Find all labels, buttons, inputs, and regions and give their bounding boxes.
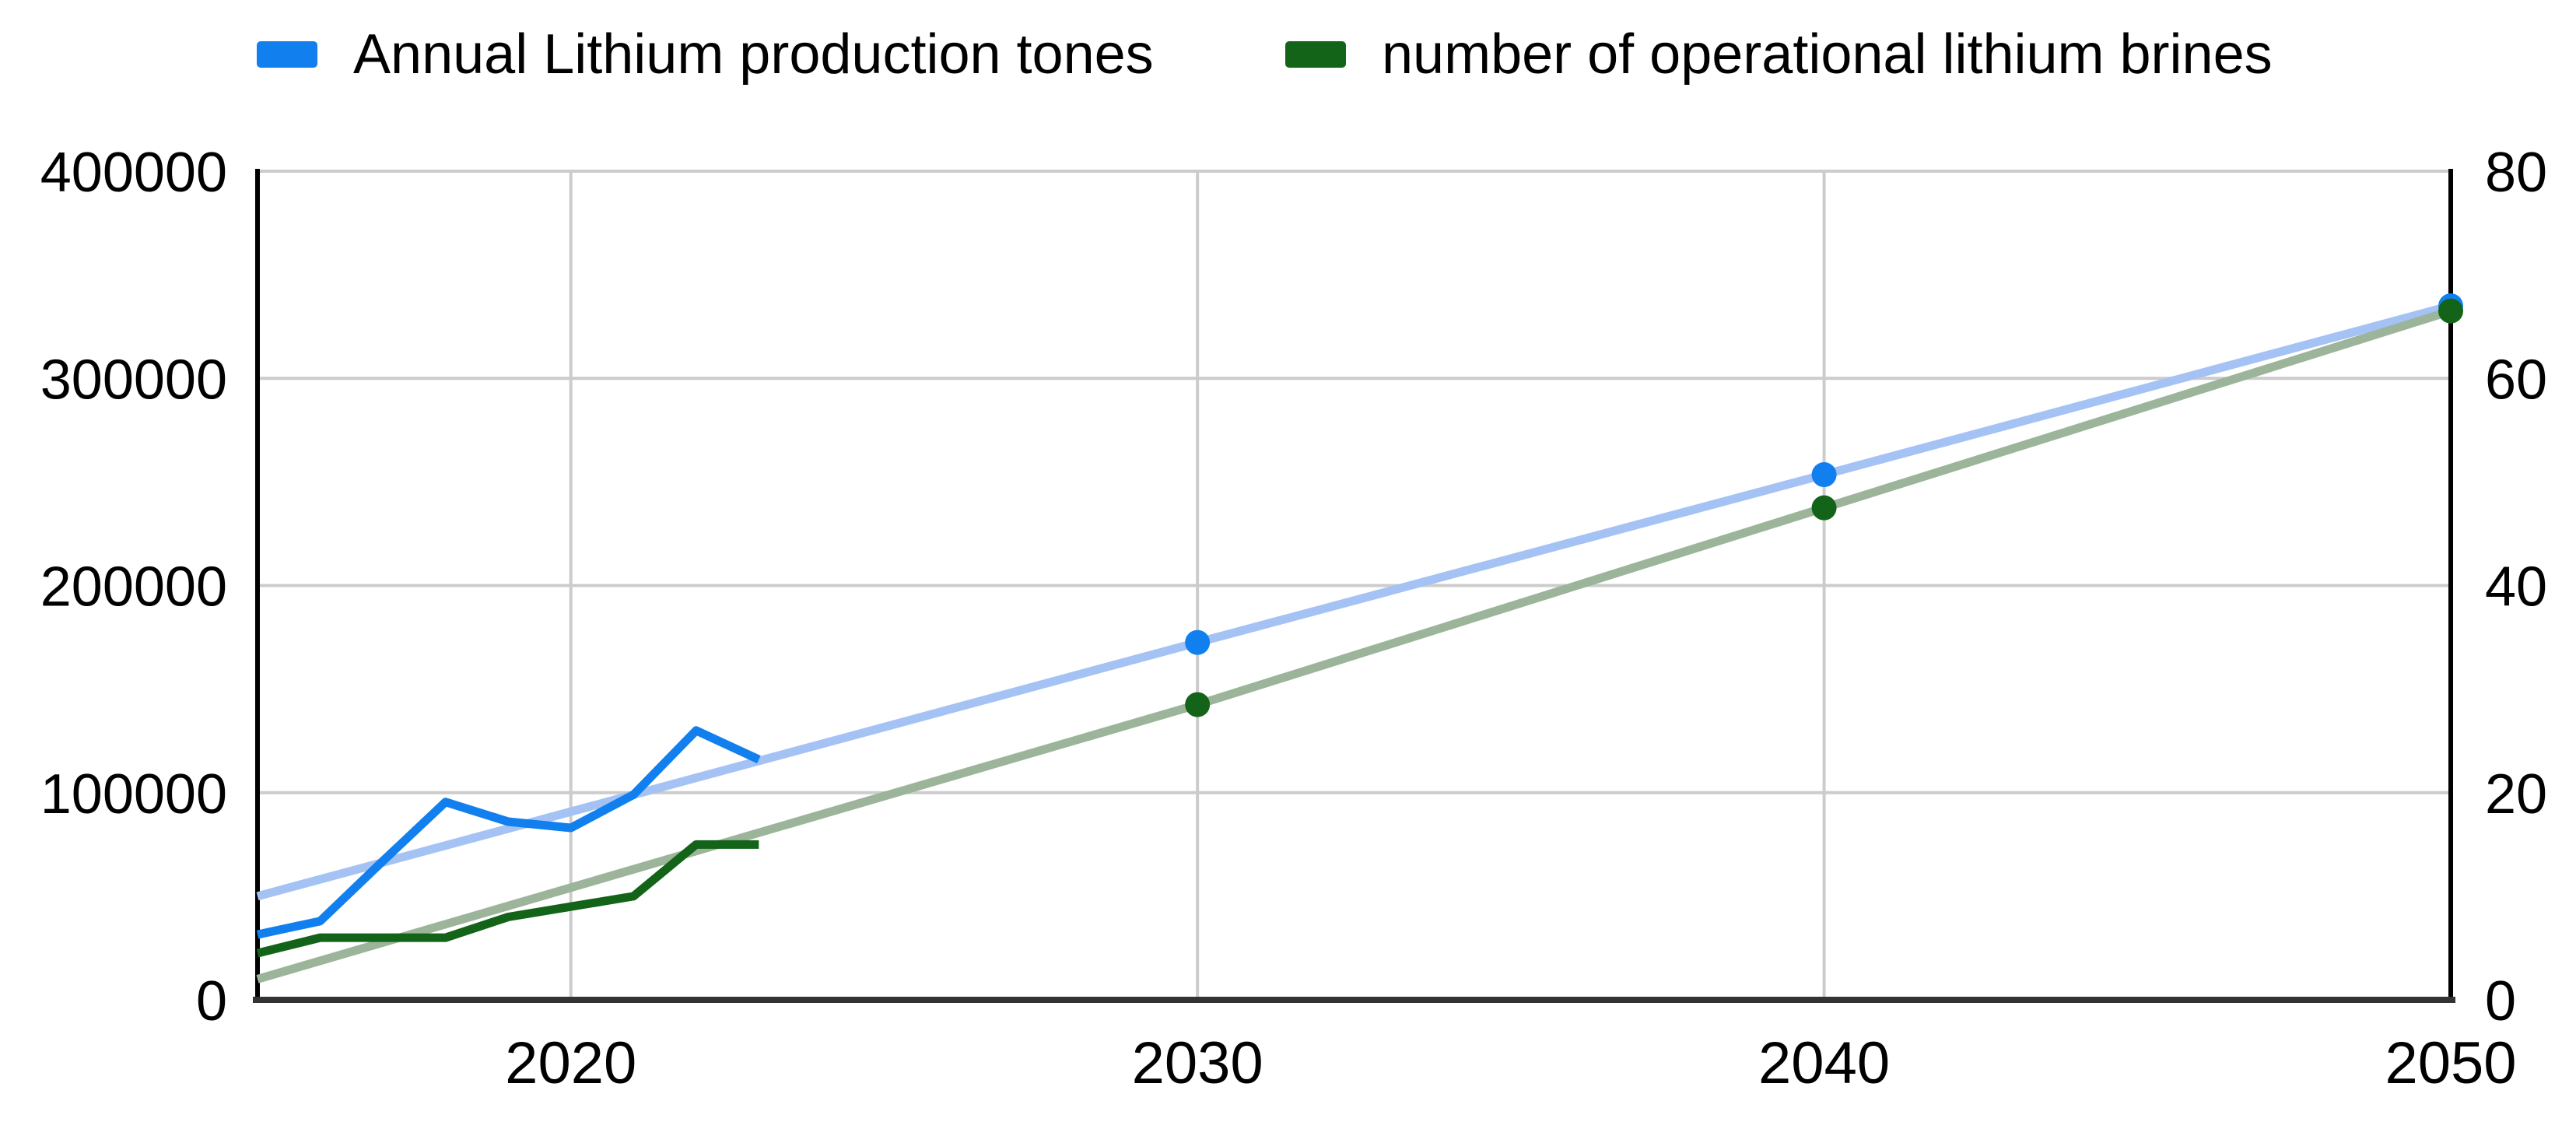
x-axis-label: 2030 [1132,1030,1263,1096]
trend-point-left-2030 [1185,629,1211,655]
x-axis-label: 2050 [2385,1030,2516,1096]
legend-label-lithium-brines: number of operational lithium brines [1382,23,2273,86]
y-axis-right-label: 40 [2485,556,2547,619]
trend-point-right-2040 [1811,495,1837,521]
y-axis-left-label: 0 [196,970,227,1033]
series-line-trend-right [256,307,2452,983]
x-axis-label: 2040 [1758,1030,1890,1096]
series-line-trend-left [256,301,2452,901]
legend: Annual Lithium production tones number o… [0,0,2576,109]
legend-label-lithium-production: Annual Lithium production tones [353,23,1154,86]
legend-item-lithium-production[interactable]: Annual Lithium production tones [257,23,1154,86]
legend-swatch-blue [257,41,317,68]
trend-point-left-2040 [1811,462,1837,488]
x-axis-label: 2020 [505,1030,636,1096]
y-axis-left-label: 300000 [40,349,227,411]
y-axis-right-label: 60 [2485,349,2547,411]
y-axis-right-label: 20 [2485,763,2547,826]
series-line-left [256,726,761,939]
y-axis-left-label: 400000 [40,142,227,204]
y-axis-left-label: 200000 [40,556,227,619]
trend-point-right-2030 [1185,692,1211,717]
legend-item-lithium-brines[interactable]: number of operational lithium brines [1285,23,2273,86]
trend-point-right-2050 [2438,298,2463,324]
y-axis-right-label: 80 [2485,142,2547,204]
legend-swatch-green [1285,41,1346,68]
y-axis-right-label: 0 [2485,970,2516,1033]
y-axis-left-label: 100000 [40,763,227,826]
series-line-right [256,840,759,958]
